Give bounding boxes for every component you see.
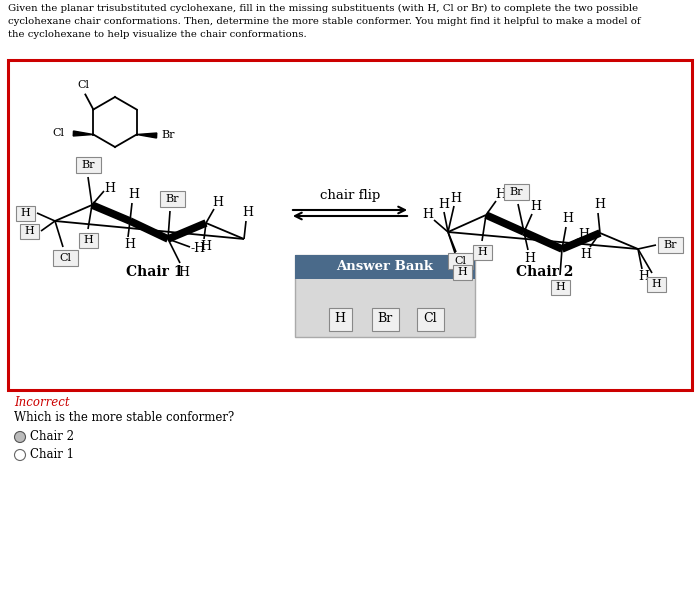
Text: H: H xyxy=(638,270,650,284)
FancyBboxPatch shape xyxy=(160,191,185,207)
Text: H: H xyxy=(451,192,461,206)
Text: Cl: Cl xyxy=(59,253,71,263)
FancyBboxPatch shape xyxy=(447,253,473,269)
FancyBboxPatch shape xyxy=(372,307,398,330)
Text: H: H xyxy=(178,266,190,278)
FancyBboxPatch shape xyxy=(52,250,78,266)
FancyBboxPatch shape xyxy=(78,232,97,247)
Text: Cl: Cl xyxy=(77,80,90,91)
FancyBboxPatch shape xyxy=(328,307,351,330)
Text: H: H xyxy=(578,227,589,241)
Text: Chair 1: Chair 1 xyxy=(30,448,74,462)
Text: Chair 1: Chair 1 xyxy=(126,265,183,279)
Text: Br: Br xyxy=(377,313,393,325)
Text: Given the planar trisubstituted cyclohexane, fill in the missing substituents (w: Given the planar trisubstituted cyclohex… xyxy=(8,4,638,13)
FancyBboxPatch shape xyxy=(20,223,38,238)
Text: Cl: Cl xyxy=(454,256,466,266)
Text: H: H xyxy=(423,208,433,220)
Text: H: H xyxy=(594,198,606,212)
Text: -H: -H xyxy=(190,243,206,255)
Bar xyxy=(295,255,475,337)
Text: Cl: Cl xyxy=(424,313,437,325)
Text: chair flip: chair flip xyxy=(320,189,380,203)
FancyBboxPatch shape xyxy=(550,280,570,295)
Text: H: H xyxy=(477,247,487,257)
Text: H: H xyxy=(129,189,139,201)
Text: Answer Bank: Answer Bank xyxy=(337,261,433,273)
Bar xyxy=(8,60,692,390)
Text: Br: Br xyxy=(510,187,523,197)
FancyBboxPatch shape xyxy=(76,157,101,173)
Text: H: H xyxy=(555,282,565,292)
Text: Br: Br xyxy=(162,131,175,140)
Text: Chair 2: Chair 2 xyxy=(517,265,574,279)
Text: Br: Br xyxy=(165,194,178,204)
Text: Chair 2: Chair 2 xyxy=(30,431,74,443)
Text: Cl: Cl xyxy=(52,128,64,139)
Text: cyclohexane chair conformations. Then, determine the more stable conformer. You : cyclohexane chair conformations. Then, d… xyxy=(8,17,641,26)
Text: H: H xyxy=(651,279,661,289)
Text: H: H xyxy=(335,313,346,325)
FancyBboxPatch shape xyxy=(416,307,444,330)
Text: Br: Br xyxy=(664,240,677,250)
Text: H: H xyxy=(457,267,467,277)
Text: H: H xyxy=(213,195,223,209)
Bar xyxy=(295,255,475,279)
Text: H: H xyxy=(524,252,536,264)
Text: H: H xyxy=(563,212,573,226)
Text: Br: Br xyxy=(81,160,94,170)
FancyBboxPatch shape xyxy=(473,244,491,260)
Text: H: H xyxy=(24,226,34,236)
FancyBboxPatch shape xyxy=(647,276,666,292)
Polygon shape xyxy=(136,133,157,138)
Text: H: H xyxy=(104,182,116,194)
FancyBboxPatch shape xyxy=(452,264,472,280)
Text: H: H xyxy=(125,238,136,252)
Text: Incorrect: Incorrect xyxy=(14,396,69,409)
Text: Which is the more stable conformer?: Which is the more stable conformer? xyxy=(14,411,234,424)
Text: H: H xyxy=(496,189,507,201)
FancyBboxPatch shape xyxy=(657,237,682,253)
Polygon shape xyxy=(74,131,93,136)
Text: H: H xyxy=(531,200,542,212)
Text: the cyclohexane to help visualize the chair conformations.: the cyclohexane to help visualize the ch… xyxy=(8,30,307,39)
Circle shape xyxy=(15,450,25,460)
FancyBboxPatch shape xyxy=(15,206,34,220)
Text: H: H xyxy=(83,235,93,245)
Text: H: H xyxy=(200,241,211,253)
Text: H: H xyxy=(20,208,30,218)
FancyBboxPatch shape xyxy=(503,184,528,200)
Text: H: H xyxy=(438,197,449,211)
Text: H: H xyxy=(580,249,592,261)
Text: H: H xyxy=(242,206,253,220)
Circle shape xyxy=(15,431,25,442)
